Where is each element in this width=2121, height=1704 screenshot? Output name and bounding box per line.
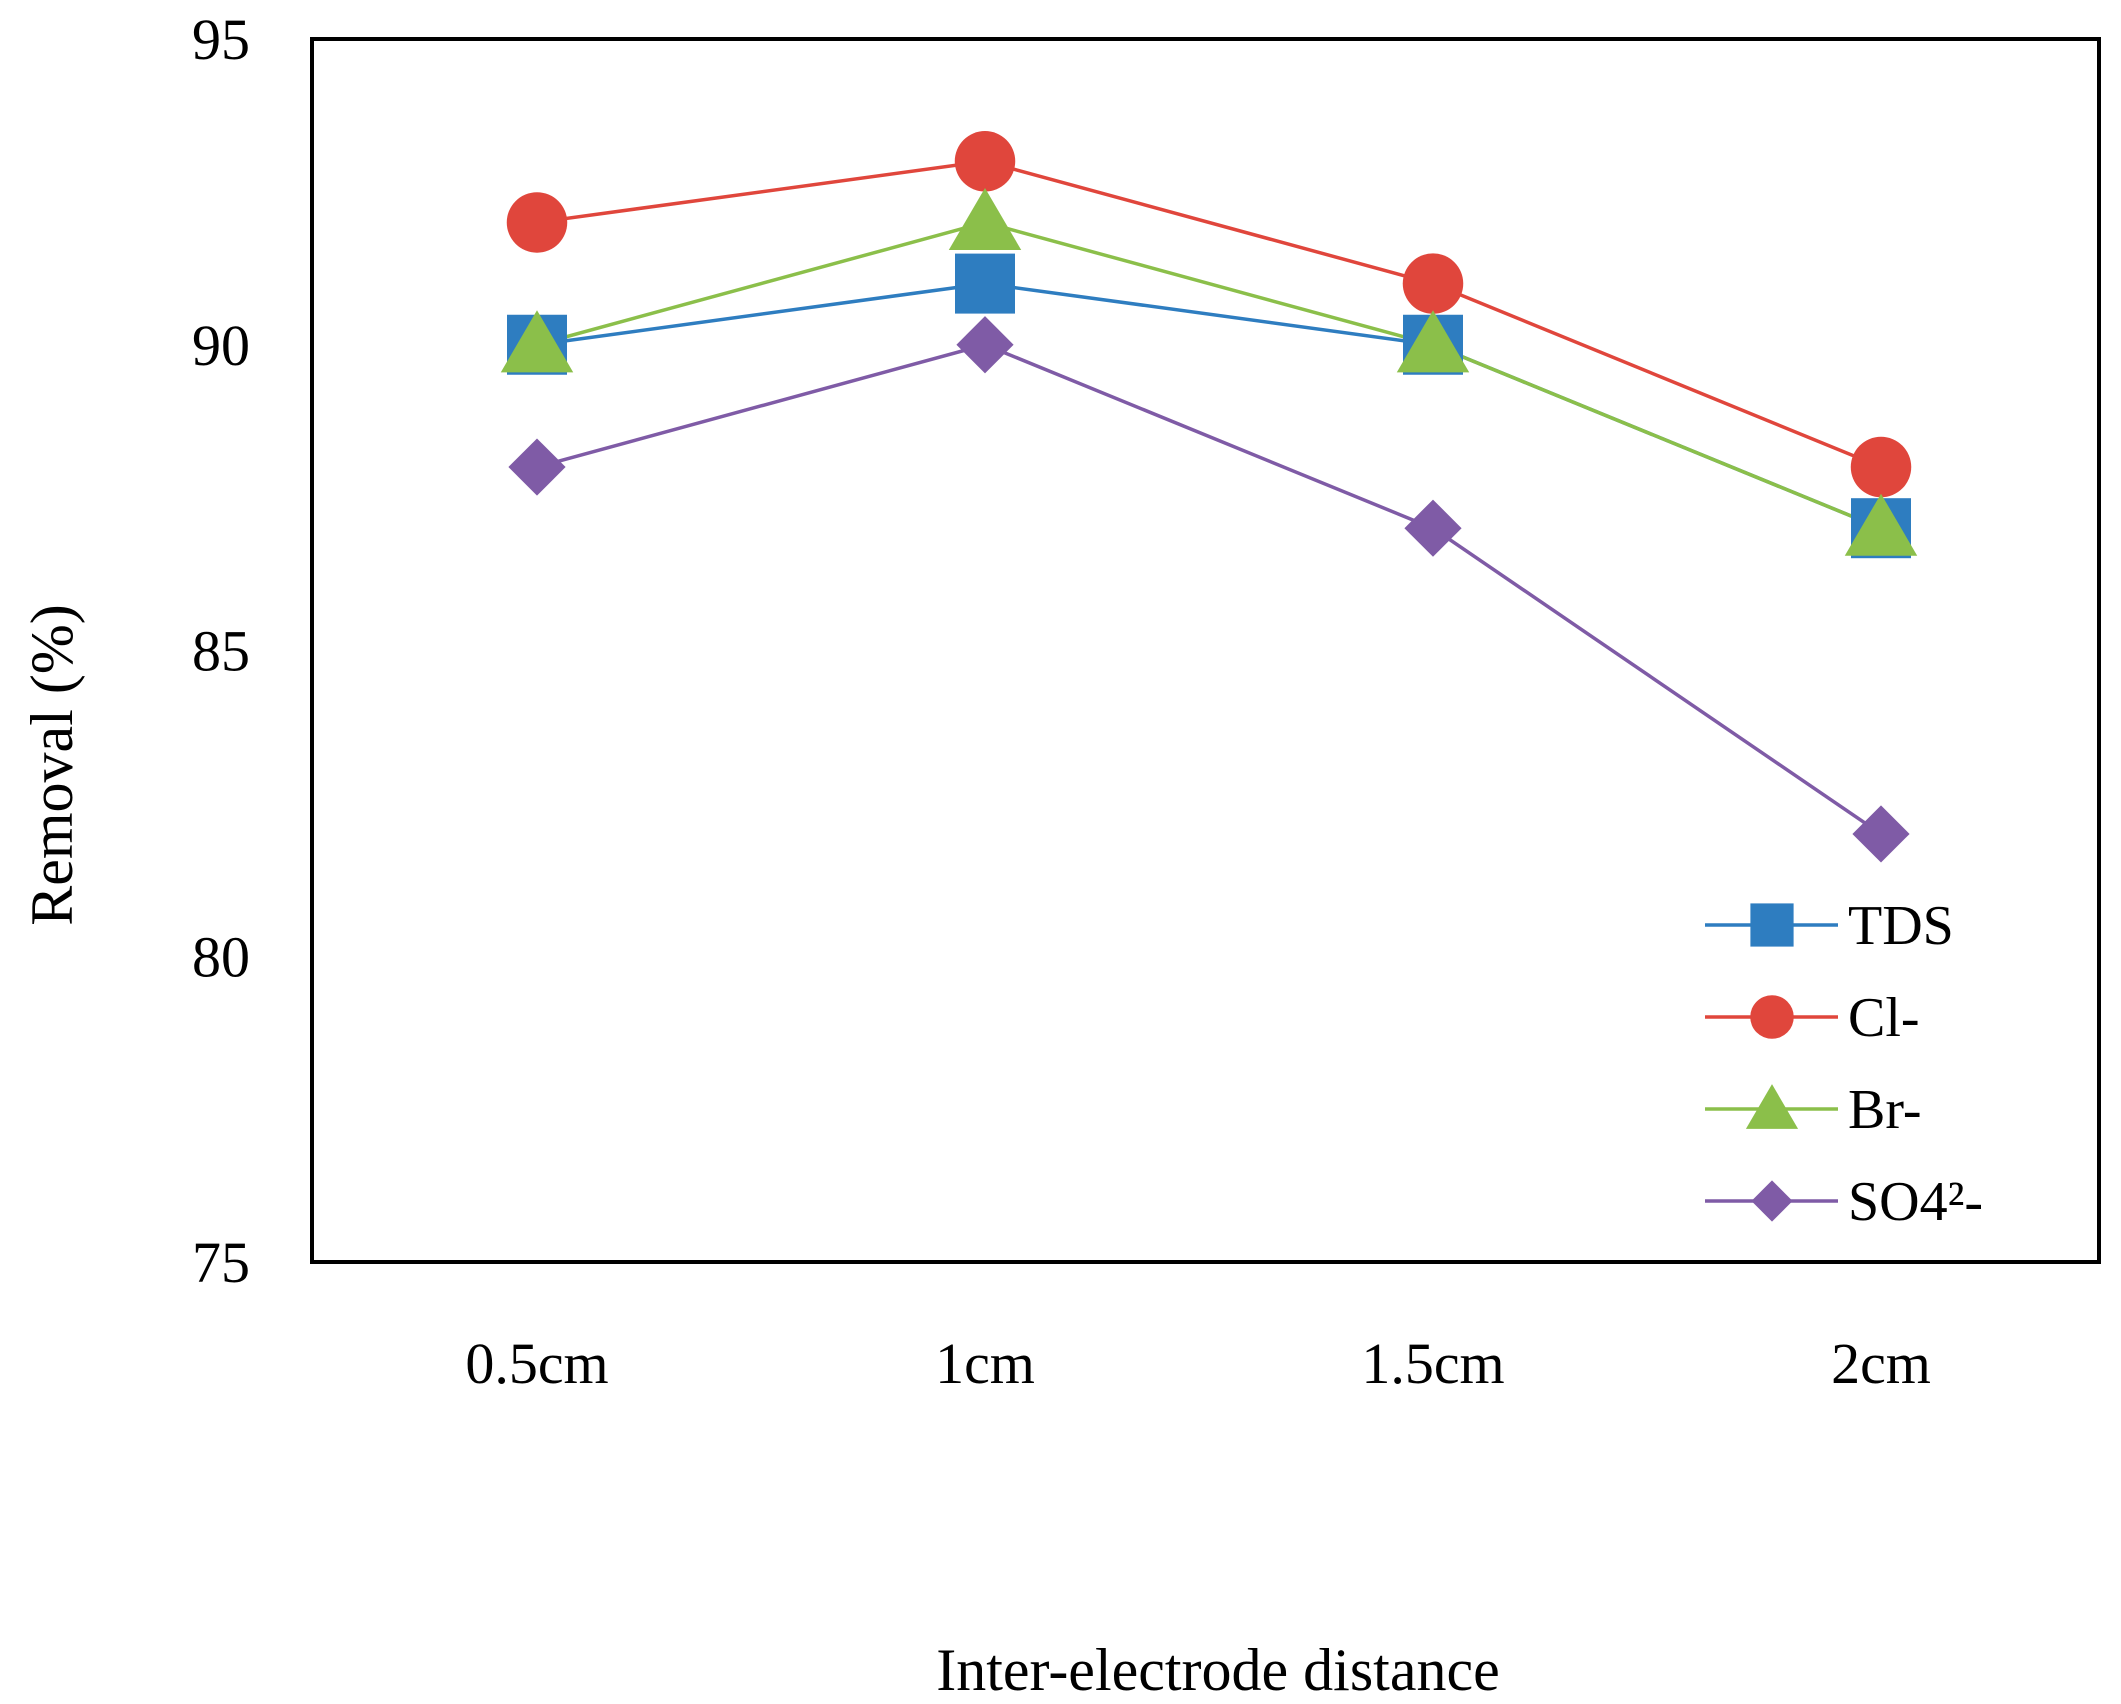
x-tick-label: 1.5cm — [1361, 1331, 1504, 1396]
plot-area-frame — [310, 37, 2101, 1264]
legend-marker-triangle — [1745, 1084, 1799, 1129]
x-tick-label: 0.5cm — [465, 1331, 608, 1396]
data-point-circle — [506, 192, 568, 253]
legend-marker-square — [1750, 903, 1794, 947]
series-line-1 — [536, 159, 1882, 469]
y-tick-label: 90 — [192, 313, 250, 378]
legend-label: Cl- — [1848, 987, 1920, 1049]
series-line-2 — [536, 220, 1882, 530]
legend-label: Br- — [1848, 1079, 1922, 1141]
data-point-diamond — [1404, 499, 1462, 557]
legend-marker-diamond — [1751, 1180, 1793, 1222]
data-point-triangle — [500, 310, 574, 373]
x-axis-label: Inter-electrode distance — [936, 1637, 1499, 1703]
y-tick-label: 80 — [192, 924, 250, 989]
series-line-0 — [536, 281, 1882, 530]
data-point-diamond — [1852, 805, 1910, 863]
x-tick-label: 1cm — [935, 1331, 1035, 1396]
y-tick-label: 95 — [192, 7, 250, 72]
x-tick-label: 2cm — [1831, 1331, 1931, 1396]
legend: TDS Cl- Br- SO4²- — [1705, 895, 1983, 1233]
y-tick-label: 75 — [192, 1230, 250, 1295]
data-point-square — [955, 253, 1015, 314]
data-point-circle — [1850, 436, 1912, 498]
series-markers — [500, 131, 1918, 863]
data-point-diamond — [508, 438, 566, 496]
data-point-circle — [1402, 253, 1464, 314]
legend-label: SO4²- — [1848, 1171, 1983, 1233]
x-axis-ticks: 0.5cm 1cm 1.5cm 2cm — [465, 1331, 1931, 1396]
y-axis-label: Removal (%) — [19, 604, 85, 926]
legend-label: TDS — [1848, 895, 1954, 957]
series-lines — [536, 159, 1882, 836]
y-tick-label: 85 — [192, 619, 250, 684]
y-axis-ticks: 75 80 85 90 95 — [192, 7, 250, 1295]
legend-marker-circle — [1750, 995, 1794, 1039]
data-point-triangle — [1844, 493, 1918, 556]
data-point-triangle — [1396, 310, 1470, 373]
series-line-3 — [536, 342, 1882, 836]
data-point-circle — [954, 131, 1016, 192]
data-point-diamond — [956, 316, 1014, 374]
data-point-triangle — [948, 187, 1022, 251]
